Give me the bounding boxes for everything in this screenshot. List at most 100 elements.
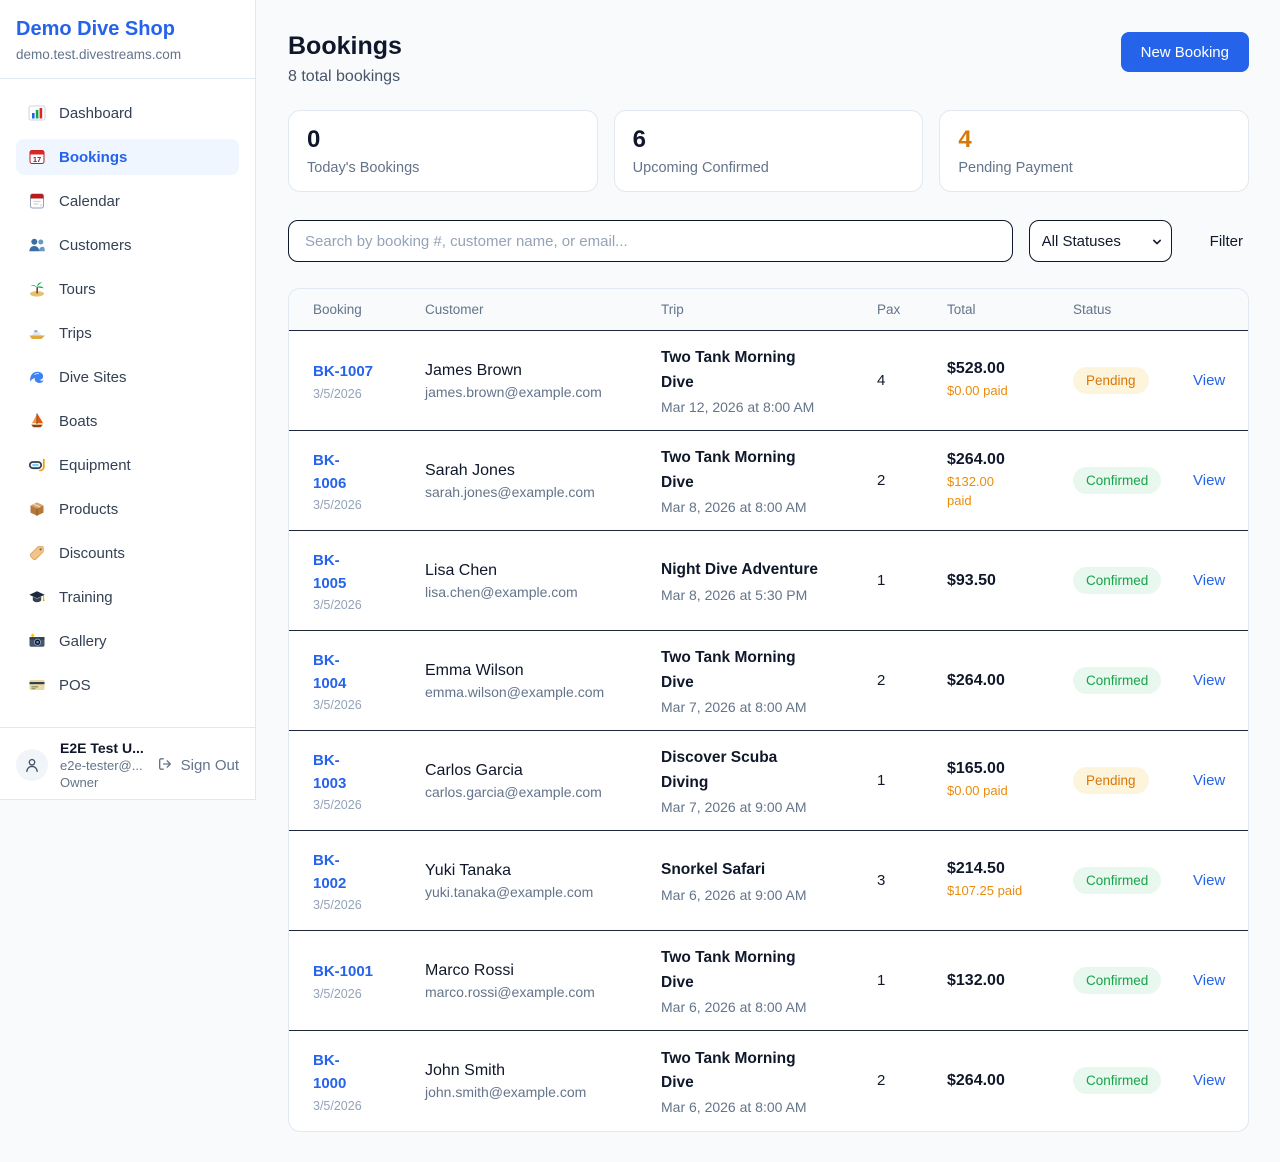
view-link[interactable]: View	[1193, 471, 1226, 489]
view-link[interactable]: View	[1193, 1071, 1226, 1089]
table-row: BK- 1005 3/5/2026 Lisa Chen lisa.chen@ex…	[289, 530, 1248, 631]
view-link[interactable]: View	[1193, 571, 1226, 589]
total-amount: $264.00	[947, 450, 1005, 468]
customer-email: sarah.jones@example.com	[425, 483, 595, 500]
trip-name: Night Dive Adventure	[661, 561, 819, 579]
sidebar-item-label: Dive Sites	[59, 368, 127, 386]
sidebar-nav: Dashboard 17 Bookings Calendar Customers…	[0, 79, 255, 727]
sidebar-item-dive-sites[interactable]: Dive Sites	[16, 359, 239, 395]
booking-id-link[interactable]: BK- 1003	[313, 751, 347, 792]
stat-card: 6 Upcoming Confirmed	[613, 110, 924, 192]
sidebar-item-label: Tours	[59, 280, 96, 298]
view-link[interactable]: View	[1193, 971, 1226, 989]
customer-email: james.brown@example.com	[425, 383, 602, 400]
people-icon	[28, 236, 46, 254]
view-link[interactable]: View	[1193, 671, 1226, 689]
sidebar-item-products[interactable]: Products	[16, 491, 239, 527]
total-amount: $93.50	[947, 571, 996, 589]
sidebar-item-customers[interactable]: Customers	[16, 227, 239, 263]
sidebar-item-trips[interactable]: Trips	[16, 315, 239, 351]
trip-datetime: Mar 8, 2026 at 8:00 AM	[661, 498, 807, 515]
customer-name: Carlos Garcia	[425, 761, 523, 779]
bar-chart-icon	[28, 104, 46, 122]
pax-count: 2	[853, 630, 923, 731]
island-icon	[28, 280, 46, 298]
sidebar-item-label: Boats	[59, 412, 98, 430]
sidebar-item-gallery[interactable]: Gallery	[16, 623, 239, 659]
booking-id-link[interactable]: BK- 1005	[313, 551, 347, 592]
view-link[interactable]: View	[1193, 871, 1226, 889]
paid-amount: $132.00 paid	[947, 473, 994, 508]
total-amount: $214.50	[947, 860, 1005, 878]
camera-icon	[28, 632, 46, 650]
status-badge: Confirmed	[1073, 467, 1162, 494]
trip-datetime: Mar 8, 2026 at 5:30 PM	[661, 586, 808, 603]
pax-count: 1	[853, 930, 923, 1031]
booking-id-link[interactable]: BK- 1000	[313, 1052, 347, 1093]
user-info: E2E Test U... e2e-tester@... Owner	[60, 740, 145, 790]
trip-name: Discover Scuba Diving	[661, 749, 778, 791]
trip-name: Two Tank Morning Dive	[661, 349, 796, 391]
status-filter-select[interactable]: All Statuses	[1028, 220, 1172, 262]
sidebar-item-label: Discounts	[59, 544, 125, 562]
stat-value: 0	[307, 126, 321, 153]
status-badge: Confirmed	[1073, 867, 1162, 894]
total-amount: $264.00	[947, 671, 1005, 689]
tag-icon	[28, 544, 46, 562]
trip-name: Two Tank Morning Dive	[661, 449, 796, 491]
total-amount: $528.00	[947, 360, 1005, 378]
trip-name: Two Tank Morning Dive	[661, 1049, 796, 1091]
shop-domain: demo.test.divestreams.com	[16, 47, 182, 62]
search-input[interactable]	[288, 220, 1013, 262]
sidebar-item-dashboard[interactable]: Dashboard	[16, 95, 239, 131]
sidebar-item-boats[interactable]: Boats	[16, 403, 239, 439]
view-link[interactable]: View	[1193, 771, 1226, 789]
column-header-actions	[1169, 289, 1248, 331]
sidebar-item-label: POS	[59, 676, 91, 694]
column-header-pax: Pax	[853, 289, 923, 331]
view-link[interactable]: View	[1193, 371, 1226, 389]
user-email: e2e-tester@...	[60, 758, 143, 773]
booking-id-link[interactable]: BK-1007	[313, 363, 374, 381]
sidebar-item-pos[interactable]: POS	[16, 667, 239, 703]
booking-date: 3/5/2026	[313, 698, 362, 713]
customer-name: Lisa Chen	[425, 561, 498, 579]
status-select-wrap: All Statuses	[1028, 220, 1172, 262]
booking-id-link[interactable]: BK- 1006	[313, 451, 347, 492]
stat-card: 4 Pending Payment	[939, 110, 1250, 192]
sign-out-label: Sign Out	[180, 756, 239, 774]
motorboat-icon	[28, 324, 46, 342]
pax-count: 3	[853, 830, 923, 931]
table-row: BK- 1002 3/5/2026 Yuki Tanaka yuki.tanak…	[289, 830, 1248, 931]
customer-name: Emma Wilson	[425, 661, 524, 679]
main-content: Bookings 8 total bookings New Booking 0 …	[256, 0, 1280, 1162]
total-amount: $165.00	[947, 760, 1005, 778]
stats-row: 0 Today's Bookings 6 Upcoming Confirmed …	[288, 110, 1250, 192]
new-booking-button[interactable]: New Booking	[1120, 32, 1249, 72]
sign-out-button[interactable]: Sign Out	[157, 756, 239, 774]
column-header-booking: Booking	[289, 289, 401, 331]
sidebar-item-bookings[interactable]: 17 Bookings	[16, 139, 239, 175]
sidebar-item-label: Equipment	[59, 456, 131, 474]
table-header-row: Booking Customer Trip Pax Total Status	[289, 289, 1248, 331]
trip-datetime: Mar 7, 2026 at 8:00 AM	[661, 698, 807, 715]
sidebar-item-label: Bookings	[59, 148, 128, 166]
sidebar-item-calendar[interactable]: Calendar	[16, 183, 239, 219]
customer-email: yuki.tanaka@example.com	[425, 883, 594, 900]
customer-name: Marco Rossi	[425, 961, 514, 979]
pax-count: 4	[877, 372, 886, 389]
booking-id-link[interactable]: BK-1001	[313, 963, 374, 981]
page-subtitle: 8 total bookings	[288, 68, 401, 85]
sidebar-item-training[interactable]: Training	[16, 579, 239, 615]
booking-id-link[interactable]: BK- 1002	[313, 851, 347, 892]
customer-name: Sarah Jones	[425, 461, 515, 479]
filter-button[interactable]: Filter	[1204, 233, 1249, 250]
booking-date: 3/5/2026	[313, 798, 362, 813]
sidebar-item-discounts[interactable]: Discounts	[16, 535, 239, 571]
sidebar-item-tours[interactable]: Tours	[16, 271, 239, 307]
booking-id-link[interactable]: BK- 1004	[313, 651, 347, 692]
credit-card-icon	[28, 676, 46, 694]
trip-datetime: Mar 6, 2026 at 9:00 AM	[661, 886, 807, 903]
booking-date: 3/5/2026	[313, 1098, 362, 1113]
sidebar-item-equipment[interactable]: Equipment	[16, 447, 239, 483]
